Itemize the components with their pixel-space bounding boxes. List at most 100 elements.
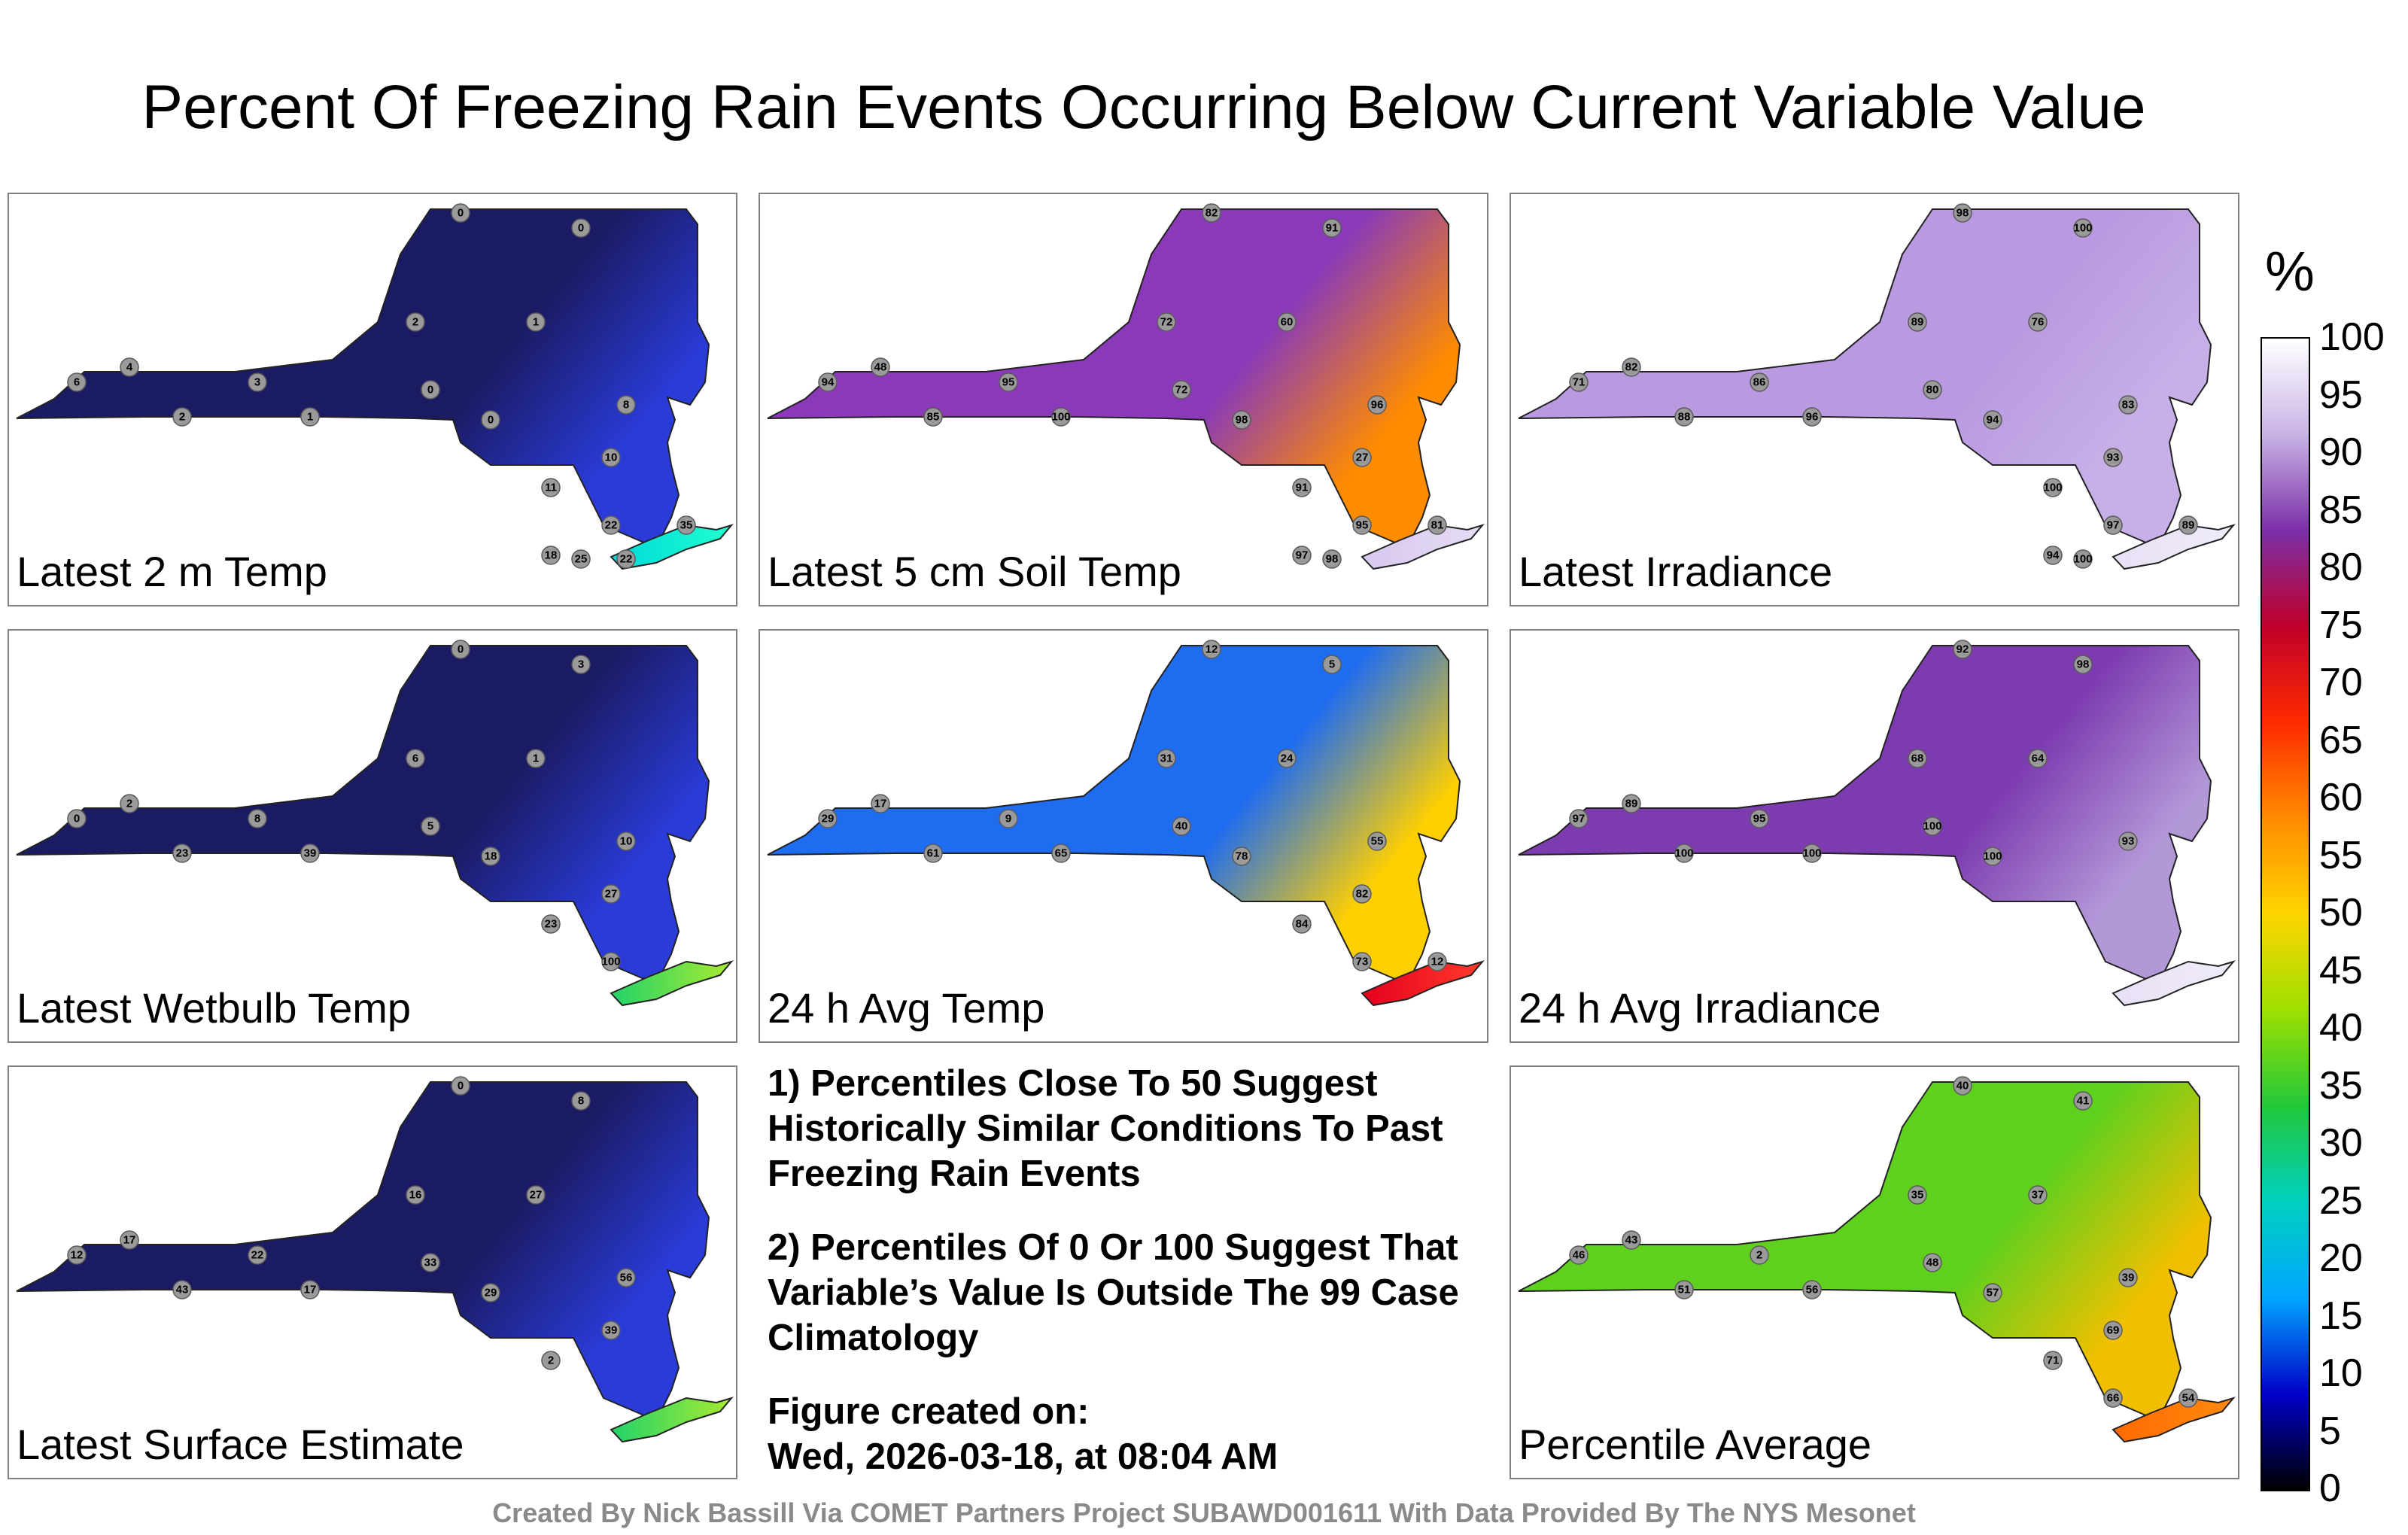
station-marker: 86 (1750, 372, 1769, 392)
station-value: 46 (1573, 1249, 1586, 1262)
station-value: 54 (2182, 1392, 2195, 1405)
station-marker: 98 (1232, 410, 1251, 430)
station-marker: 27 (601, 884, 621, 904)
panel-label: Percentile Average (1519, 1421, 1872, 1468)
station-value: 72 (1175, 384, 1188, 397)
station-value: 60 (1281, 316, 1294, 329)
station-value: 85 (927, 411, 940, 424)
station-value: 95 (1356, 519, 1369, 532)
station-marker: 100 (1802, 843, 1822, 863)
station-value: 2 (1756, 1249, 1762, 1262)
station-marker: 5 (1322, 655, 1342, 674)
station-marker: 27 (526, 1185, 546, 1205)
station-value: 100 (2073, 222, 2092, 235)
station-value: 22 (620, 553, 633, 566)
station-marker: 10 (601, 448, 621, 467)
station-value: 3 (254, 376, 260, 389)
station-marker: 29 (818, 809, 838, 828)
new-york-state-shape (16, 1081, 710, 1422)
note-1: 1) Percentiles Close To 50 Suggest Histo… (768, 1063, 1443, 1194)
station-marker: 40 (1172, 816, 1191, 836)
station-marker: 84 (1292, 914, 1312, 934)
station-marker: 4 (120, 357, 139, 377)
colorbar (2261, 337, 2310, 1491)
station-value: 97 (1296, 549, 1309, 562)
station-value: 41 (2077, 1095, 2090, 1108)
station-marker: 0 (451, 1076, 470, 1096)
station-marker: 2 (120, 794, 139, 813)
station-marker: 100 (1923, 816, 1942, 836)
station-marker: 2 (172, 407, 192, 427)
station-value: 2 (126, 798, 132, 810)
station-marker: 0 (451, 640, 470, 659)
station-value: 11 (545, 482, 557, 494)
station-marker: 12 (67, 1245, 87, 1265)
station-value: 22 (251, 1249, 264, 1262)
colorbar-tick-label: 75 (2319, 603, 2363, 647)
station-marker: 94 (818, 372, 838, 392)
station-marker: 46 (1569, 1245, 1589, 1265)
colorbar-tick-label: 20 (2319, 1236, 2363, 1280)
station-marker: 22 (248, 1245, 267, 1265)
station-value: 94 (2047, 549, 2060, 562)
station-marker: 94 (1983, 410, 2002, 430)
station-value: 18 (545, 549, 558, 562)
station-value: 56 (620, 1272, 633, 1284)
station-value: 72 (1160, 316, 1173, 329)
station-marker: 24 (1277, 749, 1297, 768)
station-value: 76 (2032, 316, 2045, 329)
station-marker: 9 (999, 809, 1018, 828)
station-marker: 35 (1908, 1185, 1927, 1205)
station-marker: 2 (1750, 1245, 1769, 1265)
station-marker: 93 (2103, 448, 2123, 467)
station-marker: 93 (2118, 831, 2138, 851)
station-value: 100 (2073, 553, 2092, 566)
station-value: 23 (176, 847, 189, 860)
station-marker: 72 (1172, 380, 1191, 400)
station-value: 98 (1326, 553, 1339, 566)
station-value: 73 (1356, 956, 1369, 968)
station-value: 43 (176, 1284, 189, 1296)
station-marker: 0 (481, 410, 500, 430)
map-panel-p7: 0 8 16 27 17 12 22 33 56 43 17 29 39 2 Latest Surface … (8, 1065, 737, 1479)
station-value: 1 (533, 752, 539, 765)
station-value: 48 (1926, 1257, 1939, 1269)
colorbar-tick-label: 0 (2319, 1467, 2341, 1510)
station-marker: 73 (1352, 952, 1372, 971)
station-marker: 8 (248, 809, 267, 828)
station-value: 5 (1329, 658, 1335, 671)
station-marker: 2 (541, 1351, 561, 1370)
station-value: 12 (1431, 956, 1444, 968)
station-value: 80 (1926, 384, 1939, 397)
note-2: 2) Percentiles Of 0 Or 100 Suggest That … (768, 1227, 1459, 1358)
station-value: 2 (179, 411, 185, 424)
station-marker: 39 (2118, 1268, 2138, 1287)
station-value: 0 (458, 1080, 464, 1093)
long-island-shape (610, 1397, 734, 1443)
colorbar-tick-label: 95 (2319, 372, 2363, 417)
station-value: 69 (2107, 1324, 2120, 1337)
station-value: 89 (2182, 519, 2195, 532)
station-marker: 18 (481, 847, 500, 866)
station-value: 95 (1753, 813, 1766, 825)
station-marker: 22 (601, 515, 621, 535)
station-marker: 1 (526, 312, 546, 332)
station-value: 17 (304, 1284, 317, 1296)
station-value: 0 (74, 813, 80, 825)
long-island-shape (1361, 524, 1485, 570)
station-value: 98 (2077, 658, 2090, 671)
station-marker: 33 (421, 1253, 440, 1272)
station-value: 0 (578, 222, 584, 235)
station-value: 95 (1002, 376, 1015, 389)
station-value: 12 (1206, 643, 1218, 656)
station-marker: 82 (1622, 357, 1641, 377)
long-island-shape (1361, 960, 1485, 1007)
new-york-state-shape (16, 645, 710, 986)
station-marker: 89 (2178, 515, 2198, 535)
station-marker: 27 (1352, 448, 1372, 467)
station-value: 0 (488, 414, 494, 427)
station-marker: 57 (1983, 1283, 2002, 1302)
station-value: 93 (2122, 835, 2135, 848)
station-marker: 39 (300, 843, 320, 863)
colorbar-tick-label: 80 (2319, 546, 2363, 589)
